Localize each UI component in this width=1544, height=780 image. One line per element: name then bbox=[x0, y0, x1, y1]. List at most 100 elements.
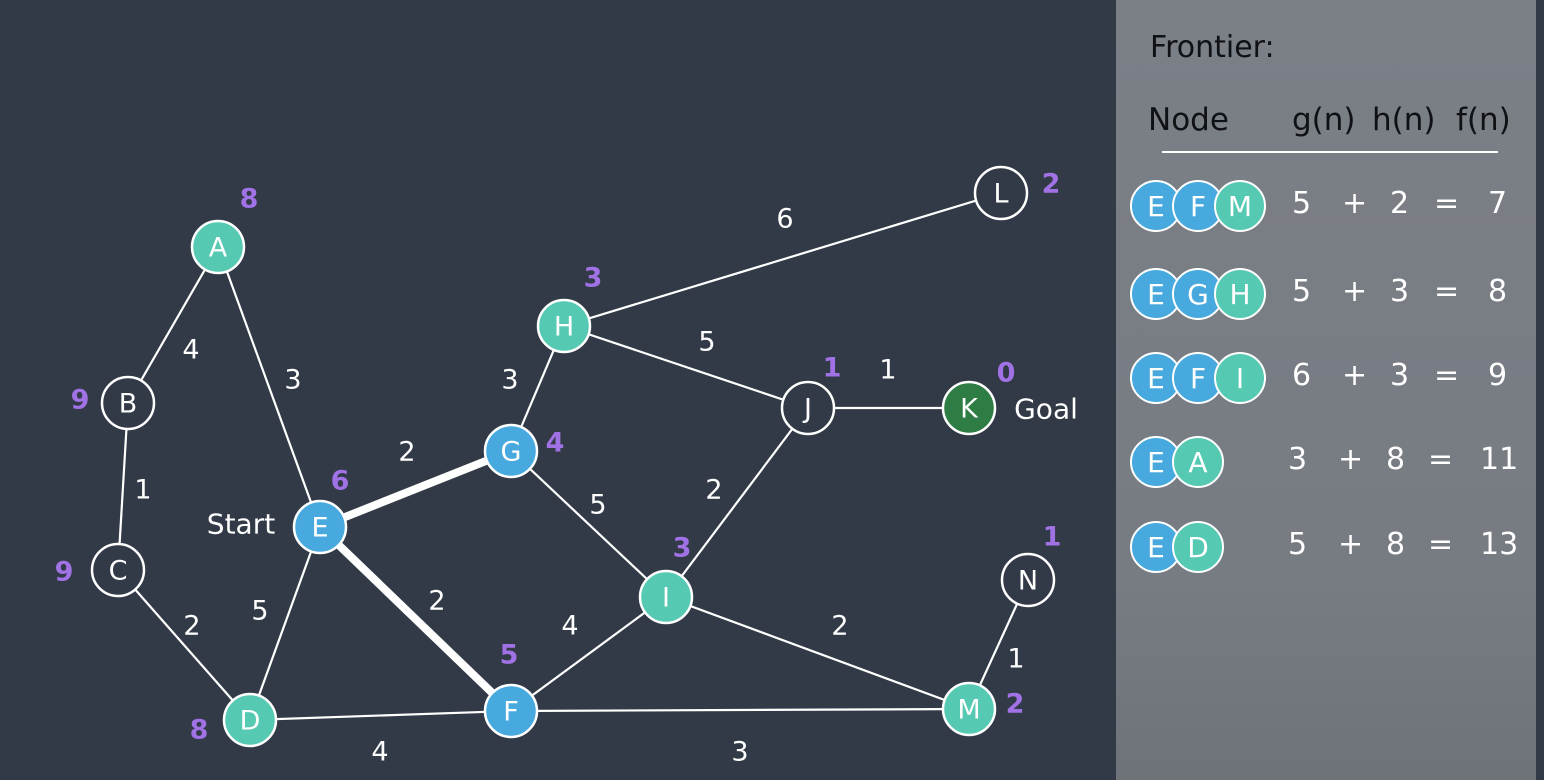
edge-f-m bbox=[510, 707, 970, 713]
edge-weight-c-d: 2 bbox=[183, 611, 200, 642]
node-b: B bbox=[100, 375, 156, 431]
node-f-label: F bbox=[503, 697, 519, 728]
frontier-row: E F M 5 +2 = 7 bbox=[1116, 180, 1536, 240]
node-l-label: L bbox=[993, 179, 1008, 210]
edge-weight-a-e: 3 bbox=[284, 365, 301, 396]
start-label: Start bbox=[207, 508, 275, 541]
equals-sign: = bbox=[1434, 186, 1460, 221]
plus-sign: + bbox=[1338, 527, 1364, 562]
edge-h-l bbox=[563, 191, 1002, 328]
heuristic-e: 6 bbox=[331, 466, 350, 497]
right-edge-strip bbox=[1536, 0, 1544, 780]
node-d-circle bbox=[222, 692, 278, 748]
path-node-chip: A bbox=[1172, 436, 1224, 488]
edge-g-i bbox=[510, 450, 667, 598]
node-b-label: B bbox=[119, 389, 138, 420]
g-value: 3 bbox=[1288, 442, 1308, 477]
edge-e-f bbox=[317, 524, 514, 714]
node-n-label: N bbox=[1018, 566, 1038, 597]
node-h: H bbox=[536, 298, 592, 354]
edge-weight-i-j: 2 bbox=[705, 475, 722, 506]
edge-weight-j-k: 1 bbox=[879, 355, 896, 386]
h-value: 3 bbox=[1390, 274, 1410, 309]
heuristic-b: 9 bbox=[71, 385, 90, 416]
node-c-circle bbox=[90, 542, 146, 598]
node-a-circle bbox=[190, 219, 246, 275]
edge-weight-g-h: 3 bbox=[501, 365, 518, 396]
heuristic-j: 1 bbox=[823, 353, 842, 384]
edge-h-j bbox=[563, 324, 809, 410]
edges-layer bbox=[116, 191, 1030, 722]
edge-weight-m-n: 1 bbox=[1007, 644, 1024, 675]
g-value: 6 bbox=[1292, 358, 1312, 393]
edge-weight-d-e: 5 bbox=[251, 596, 268, 627]
plus-sign: + bbox=[1342, 274, 1368, 309]
equals-sign: = bbox=[1434, 358, 1460, 393]
edge-b-c bbox=[116, 402, 130, 571]
node-m-label: M bbox=[957, 695, 980, 726]
equals-sign: = bbox=[1434, 274, 1460, 309]
heuristic-h: 3 bbox=[584, 263, 603, 294]
frontier-title: Frontier: bbox=[1150, 30, 1275, 65]
path-node-chip: H bbox=[1214, 268, 1266, 320]
node-m-circle bbox=[941, 681, 997, 737]
node-d: D bbox=[222, 692, 278, 748]
node-h-label: H bbox=[554, 312, 574, 343]
f-value: 8 bbox=[1488, 274, 1508, 309]
f-value: 13 bbox=[1480, 527, 1519, 562]
frontier-row: E G H 5 +3 = 8 bbox=[1116, 268, 1536, 328]
header-rule bbox=[1162, 151, 1498, 153]
nodes-layer: A B C D E F G H I J K L M N bbox=[90, 165, 1056, 748]
node-l: L bbox=[973, 165, 1029, 221]
plus-sign: + bbox=[1342, 186, 1368, 221]
h-value: 2 bbox=[1390, 186, 1410, 221]
node-j-circle bbox=[780, 380, 836, 436]
edge-weight-i-m: 2 bbox=[831, 611, 848, 642]
edge-weight-e-f: 2 bbox=[428, 586, 445, 617]
f-value: 7 bbox=[1488, 186, 1508, 221]
node-m: M bbox=[941, 681, 997, 737]
node-g-label: G bbox=[501, 437, 522, 468]
node-n-circle bbox=[1000, 552, 1056, 608]
node-j: J bbox=[780, 380, 836, 436]
equals-sign: = bbox=[1428, 442, 1454, 477]
heuristic-f: 5 bbox=[500, 640, 519, 671]
node-i-label: I bbox=[662, 583, 670, 614]
edge-weight-d-f: 4 bbox=[371, 737, 388, 768]
edge-i-j bbox=[665, 407, 809, 598]
node-a-label: A bbox=[209, 233, 228, 264]
edge-weight-f-i: 4 bbox=[561, 611, 578, 642]
heuristic-n: 1 bbox=[1043, 522, 1062, 553]
path-node-chip: M bbox=[1214, 180, 1266, 232]
frontier-panel: Frontier: Node g(n) h(n) f(n) E F M 5 +2 = 7 E G… bbox=[1116, 0, 1536, 780]
h-value: 8 bbox=[1386, 527, 1406, 562]
node-d-label: D bbox=[240, 706, 261, 737]
g-value: 5 bbox=[1292, 186, 1312, 221]
frontier-row: E F I 6 +3 = 9 bbox=[1116, 352, 1536, 412]
plus-sign: + bbox=[1338, 442, 1364, 477]
heuristic-l: 2 bbox=[1042, 169, 1061, 200]
node-f: F bbox=[483, 683, 539, 739]
heuristic-a: 8 bbox=[240, 184, 259, 215]
edge-a-b bbox=[127, 246, 219, 404]
equals-sign: = bbox=[1428, 527, 1454, 562]
edge-weight-h-j: 5 bbox=[698, 327, 715, 358]
f-value: 9 bbox=[1488, 358, 1508, 393]
edge-weight-a-b: 4 bbox=[182, 335, 199, 366]
edge-weight-h-l: 6 bbox=[776, 204, 793, 235]
heuristic-m: 2 bbox=[1006, 689, 1025, 720]
frontier-row: E D 5 +8 = 13 bbox=[1116, 521, 1536, 581]
node-e: E bbox=[292, 499, 348, 555]
edge-weight-g-i: 5 bbox=[589, 490, 606, 521]
node-e-circle bbox=[292, 499, 348, 555]
node-a: A bbox=[190, 219, 246, 275]
frontier-row: E A 3 +8 = 11 bbox=[1116, 436, 1536, 496]
edge-d-e bbox=[248, 526, 322, 721]
node-h-circle bbox=[536, 298, 592, 354]
path-node-chip: I bbox=[1214, 352, 1266, 404]
node-k-label: K bbox=[960, 394, 979, 425]
g-value: 5 bbox=[1288, 527, 1308, 562]
node-c: C bbox=[90, 542, 146, 598]
h-value: 3 bbox=[1390, 358, 1410, 393]
